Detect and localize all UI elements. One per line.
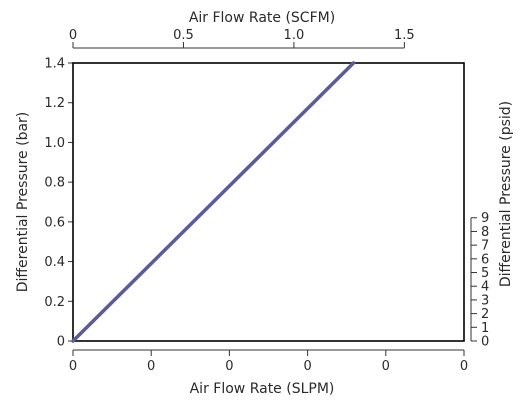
left-axis: 0 0.2 0.4 0.6 0.8 1.0 1.2 1.4 xyxy=(44,57,73,350)
left-tick-label: 0 xyxy=(57,335,65,350)
bottom-axis-title: Air Flow Rate (SLPM) xyxy=(190,381,335,397)
left-tick-label: 0.6 xyxy=(44,215,65,230)
bottom-tick-label: 0 xyxy=(225,359,233,374)
right-tick-label: 0 xyxy=(481,335,489,350)
left-tick-label: 0.2 xyxy=(44,295,65,310)
right-tick-label: 4 xyxy=(481,280,489,295)
bottom-tick-label: 0 xyxy=(69,359,77,374)
bottom-tick-label: 0 xyxy=(460,359,468,374)
left-axis-title: Differential Pressure (bar) xyxy=(15,112,31,293)
top-tick-label: 1.5 xyxy=(394,28,415,43)
right-tick-label: 6 xyxy=(481,252,489,267)
top-axis: 0 0.5 1.0 1.5 xyxy=(69,28,415,49)
left-tick-label: 0.8 xyxy=(44,176,65,191)
right-tick-label: 5 xyxy=(481,266,489,281)
right-tick-label: 3 xyxy=(481,293,489,308)
top-tick-label: 1.0 xyxy=(284,28,305,43)
plot-frame xyxy=(72,62,465,342)
right-tick-label: 7 xyxy=(481,239,489,254)
right-axis-title: Differential Pressure (psid) xyxy=(498,101,514,287)
left-tick-label: 0.4 xyxy=(44,255,65,270)
series-layer xyxy=(71,61,356,343)
bottom-tick-label: 0 xyxy=(382,359,390,374)
left-tick-label: 1.2 xyxy=(44,96,65,111)
left-tick-label: 1.4 xyxy=(44,57,65,72)
top-tick-label: 0.5 xyxy=(173,28,194,43)
series-line xyxy=(71,61,356,343)
right-tick-label: 2 xyxy=(481,307,489,322)
top-axis-title: Air Flow Rate (SCFM) xyxy=(189,10,335,26)
right-tick-label: 8 xyxy=(481,225,489,240)
bottom-axis: 0 0 0 0 0 0 xyxy=(69,349,468,374)
left-tick-label: 1.0 xyxy=(44,136,65,151)
top-tick-label: 0 xyxy=(69,28,77,43)
right-tick-label: 1 xyxy=(481,321,489,336)
bottom-tick-label: 0 xyxy=(303,359,311,374)
right-tick-label: 9 xyxy=(481,211,489,226)
bottom-tick-label: 0 xyxy=(147,359,155,374)
